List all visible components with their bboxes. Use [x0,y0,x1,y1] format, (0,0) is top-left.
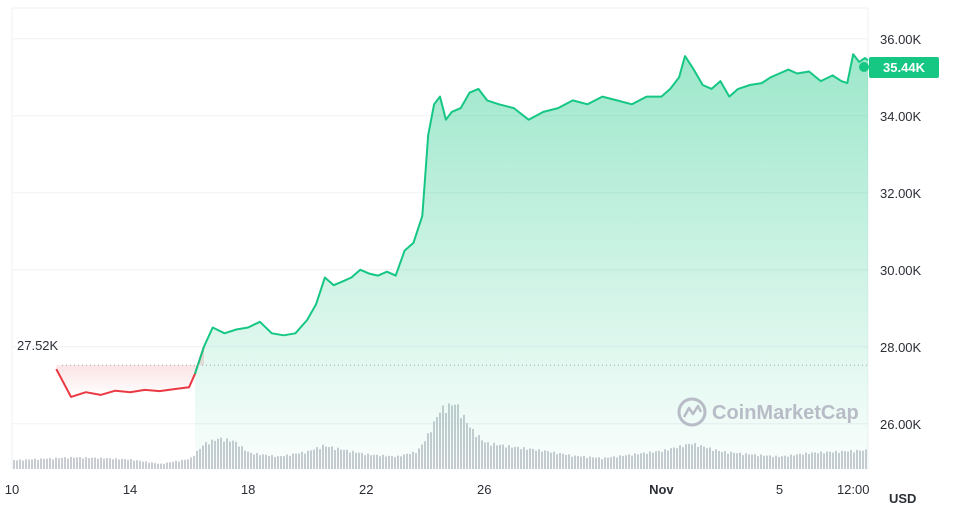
volume-bar [190,457,192,469]
x-tick-label: 14 [123,482,137,497]
y-tick-label: 28.00K [880,340,922,355]
price-area [56,54,868,470]
coinmarketcap-logo-icon [677,397,707,427]
volume-bar [46,458,48,469]
volume-bar [22,460,24,469]
current-price-label: 35.44K [883,60,926,75]
volume-bar [121,458,123,469]
price-line [55,53,869,398]
volume-bar [64,457,66,469]
volume-bar [37,459,39,469]
volume-bar [133,460,135,469]
currency-label: USD [889,491,916,506]
volume-bar [169,462,171,469]
volume-bar [91,457,93,469]
volume-bar [118,459,120,469]
x-tick-label: 22 [359,482,373,497]
volume-bar [127,459,129,469]
volume-bar [151,462,153,469]
price-line-up [194,53,869,375]
volume-bar [103,458,105,469]
volume-bar [94,457,96,469]
volume-bar [157,463,159,469]
volume-bar [154,463,156,469]
volume-bar [97,458,99,469]
current-price-badge: 35.44K [869,57,939,78]
y-tick-label: 34.00K [880,109,922,124]
volume-bar [178,461,180,469]
volume-bar [43,458,45,469]
volume-bar [40,458,42,469]
volume-bar [175,460,177,469]
price-area-down [56,346,204,397]
volume-bar [166,462,168,469]
volume-bar [19,459,21,469]
volume-bar [67,458,69,469]
volume-bar [130,459,132,469]
x-tick-label: 5 [776,482,783,497]
volume-bar [145,461,147,469]
y-tick-label: 26.00K [880,417,922,432]
volume-bar [85,457,87,469]
volume-bar [160,463,162,469]
volume-bar [148,462,150,469]
y-tick-label: 30.00K [880,263,922,278]
volume-bar [52,459,54,469]
price-area-up [195,54,868,470]
volume-bar [100,457,102,469]
volume-bar [88,458,90,469]
y-tick-label: 32.00K [880,186,922,201]
volume-bar [16,460,18,469]
volume-bar [163,463,165,469]
watermark-label: CoinMarketCap [712,402,859,424]
volume-bar [55,457,57,469]
y-tick-label: 36.00K [880,32,922,47]
volume-bar [61,457,63,469]
volume-bar [112,459,114,469]
x-tick-label: Nov [649,482,674,497]
volume-bar [70,456,72,469]
volume-bar [181,459,183,469]
y-axis: 36.00K 34.00K 32.00K 30.00K 28.00K 26.00K [880,32,922,432]
volume-bar [115,458,117,469]
price-line-down [55,346,205,398]
x-tick-label: 10 [5,482,19,497]
volume-bar [193,456,195,469]
x-tick-label: 26 [477,482,491,497]
volume-bar [58,458,60,469]
volume-bar [136,460,138,469]
volume-bar [34,458,36,469]
volume-bar [13,460,15,469]
volume-bar [28,459,30,469]
volume-bar [172,461,174,469]
x-tick-label: 12:00 [837,482,870,497]
volume-bar [79,457,81,469]
volume-bar [31,459,33,469]
volume-bar [184,459,186,469]
volume-bar [142,461,144,469]
volume-bar [82,458,84,469]
volume-bar [76,457,78,469]
x-axis: 10 14 18 22 26 Nov 5 12:00 [5,482,870,497]
volume-bar [25,459,27,469]
volume-bar [49,457,51,469]
volume-bar [187,459,189,469]
volume-bar [106,458,108,469]
volume-bar [109,458,111,469]
watermark: CoinMarketCap [677,397,859,427]
volume-bar [124,459,126,469]
current-price-dot [859,62,869,72]
volume-bar [73,457,75,469]
reference-price-label: 27.52K [17,338,59,353]
x-tick-label: 18 [241,482,255,497]
volume-bar [139,460,141,469]
